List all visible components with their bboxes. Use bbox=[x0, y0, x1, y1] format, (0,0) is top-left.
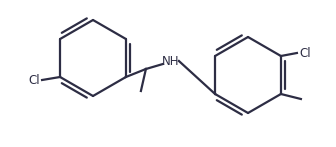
Text: Cl: Cl bbox=[299, 46, 310, 60]
Text: NH: NH bbox=[162, 55, 180, 67]
Text: Cl: Cl bbox=[29, 74, 40, 86]
